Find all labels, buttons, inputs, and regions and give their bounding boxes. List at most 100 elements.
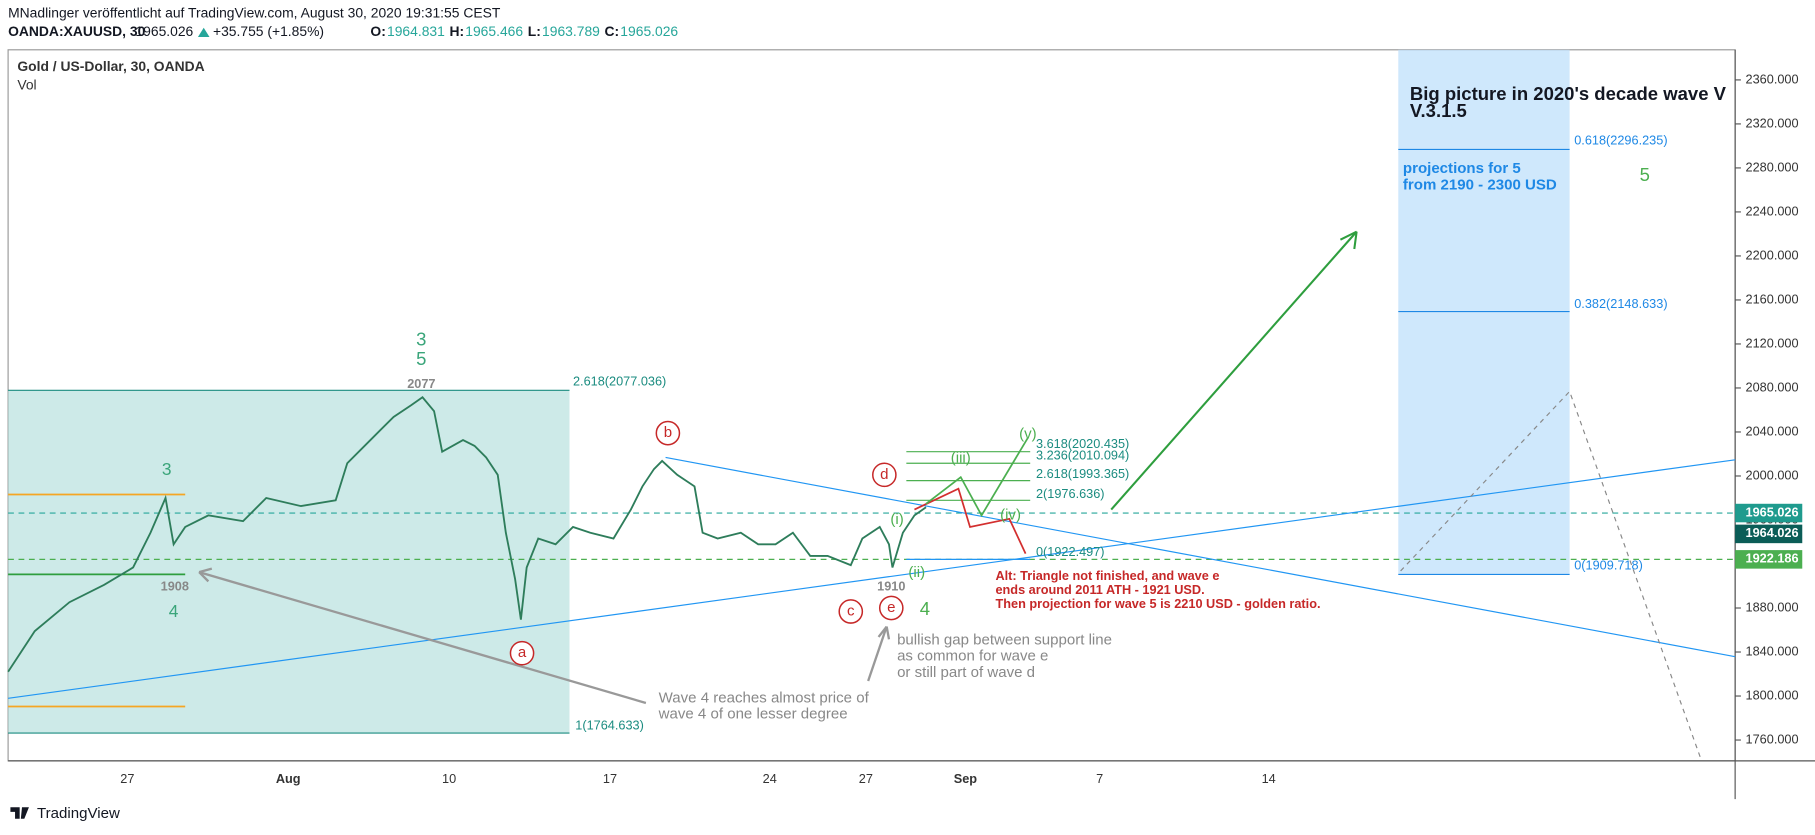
wave-circle: [872, 462, 897, 488]
annotation: d: [880, 466, 888, 483]
annotation: 3.618(2020.435): [1036, 436, 1129, 451]
annotation: Wave 4 reaches almost price of: [659, 689, 870, 706]
up-arrow-icon: [197, 27, 210, 38]
price-label: 1760.000: [1746, 731, 1799, 746]
price-scale: 2360.000 2320.000 2280.000 2240.000 2200.000…: [1735, 71, 1803, 746]
arrow-head: [1339, 230, 1358, 250]
fib-zone: [8, 390, 570, 734]
annotation: (iii): [951, 450, 971, 467]
note-arrow: [198, 570, 647, 705]
annotation: Big picture in 2020's decade wave V: [1410, 83, 1727, 104]
volume-label: Vol: [17, 76, 36, 92]
annotation: 2.618(1993.365): [1036, 466, 1129, 481]
annotation: 3.236(2010.094): [1036, 448, 1129, 463]
time-label: 27: [859, 771, 873, 786]
wave-path: [925, 437, 1029, 518]
annotation: ends around 2011 ATH - 1921 USD.: [995, 582, 1204, 597]
ohlc-value: 1964.831: [387, 23, 445, 39]
chart-title: Gold / US-Dollar, 30, OANDA: [17, 58, 204, 74]
support-line: [8, 459, 1736, 699]
alt-wave-path: [914, 487, 1027, 554]
annotation: 0.618(2296.235): [1574, 133, 1667, 148]
annotation: Then projection for wave 5 is 2210 USD -…: [995, 596, 1320, 611]
wave-circle: [509, 640, 535, 666]
ohlc-value: 1963.789: [542, 23, 600, 39]
annotation: 4: [920, 598, 930, 619]
time-label: Aug: [276, 771, 301, 786]
price-path: [7, 395, 927, 673]
time-label: 14: [1262, 771, 1276, 786]
annotation: e: [887, 599, 895, 616]
change: +35.755 (+1.85%): [213, 23, 324, 39]
annotation: 5: [1640, 164, 1650, 185]
annotation: 2.618(2077.036): [573, 374, 666, 389]
arrow-head: [198, 567, 213, 583]
annotation: a: [518, 644, 527, 661]
annotation: V.3.1.5: [1410, 100, 1467, 121]
price-badge-label: 1965.026: [1746, 504, 1799, 519]
annotation: 5: [416, 348, 426, 369]
time-label: Sep: [954, 771, 978, 786]
brand-logo: [10, 807, 29, 819]
price-label: 1880.000: [1746, 599, 1799, 614]
price-badge-label: 1964.026: [1746, 525, 1799, 540]
annotation: 0.382(2148.633): [1574, 296, 1667, 311]
ohlc-label: C:: [605, 23, 620, 39]
annotation: (iv): [1000, 506, 1021, 523]
price-label: 2000.000: [1746, 467, 1799, 482]
last-price: 1965.026: [135, 23, 193, 39]
annotation: as common for wave e: [897, 648, 1048, 665]
annotation: bullish gap between support line: [897, 631, 1112, 648]
annotation: Alt: Triangle not finished, and wave e: [995, 568, 1219, 583]
price-label: 2040.000: [1746, 423, 1799, 438]
arrow-head: [877, 625, 891, 640]
ohlc-label: O:: [370, 23, 385, 39]
annotation: 3: [416, 328, 426, 349]
annotation: 1910: [877, 579, 905, 594]
annotation: 3: [162, 459, 172, 479]
brand[interactable]: TradingView: [37, 805, 120, 822]
price-label: 2120.000: [1746, 335, 1799, 350]
wave-circle: [655, 420, 681, 446]
time-label: 7: [1096, 771, 1103, 786]
price-label: 2200.000: [1746, 247, 1799, 262]
price-label: 2280.000: [1746, 159, 1799, 174]
price-label: 2360.000: [1746, 71, 1799, 86]
annotation: from 2190 - 2300 USD: [1403, 176, 1557, 193]
price-badge: [1735, 524, 1803, 544]
annotation: 1908: [161, 579, 189, 594]
price-label: 2240.000: [1746, 203, 1799, 218]
price-label: 2320.000: [1746, 115, 1799, 130]
price-label: 2080.000: [1746, 379, 1799, 394]
annotation: c: [847, 602, 855, 619]
annotation: 2(1976.636): [1036, 486, 1105, 501]
annotation: (v): [1019, 425, 1037, 442]
price-label: 2160.000: [1746, 291, 1799, 306]
price-label: 1840.000: [1746, 643, 1799, 658]
ohlc-value: 1965.466: [465, 23, 523, 39]
ohlc-value: 1965.026: [620, 23, 678, 39]
resistance-line: [665, 456, 1736, 658]
annotation: or still part of wave d: [897, 664, 1035, 681]
annotation: 2077: [407, 376, 435, 391]
annotation: wave 4 of one lesser degree: [658, 706, 848, 723]
annotation: 1(1764.633): [575, 717, 644, 732]
time-label: 24: [763, 771, 777, 786]
note-arrow: [867, 626, 888, 682]
symbol: OANDA:XAUUSD, 30: [8, 23, 145, 39]
time-label: 27: [120, 771, 134, 786]
price-badge: [1735, 503, 1803, 523]
price-badge: [1735, 550, 1803, 569]
annotation: (i): [890, 511, 903, 528]
time-scale: 27 Aug 10 17 24 27 Sep 7 14: [120, 771, 1275, 786]
annotation: b: [664, 424, 672, 441]
price-badge-label: 1922.186: [1746, 551, 1799, 566]
wave-circle: [878, 595, 904, 621]
target-arrow: [1110, 230, 1358, 511]
time-label: 17: [603, 771, 617, 786]
time-label: 10: [442, 771, 456, 786]
ohlc: O: 1964.831 H: 1965.466 L: 1963.789 C: 1965.026: [370, 23, 678, 39]
annotation: projections for 5: [1403, 160, 1521, 177]
